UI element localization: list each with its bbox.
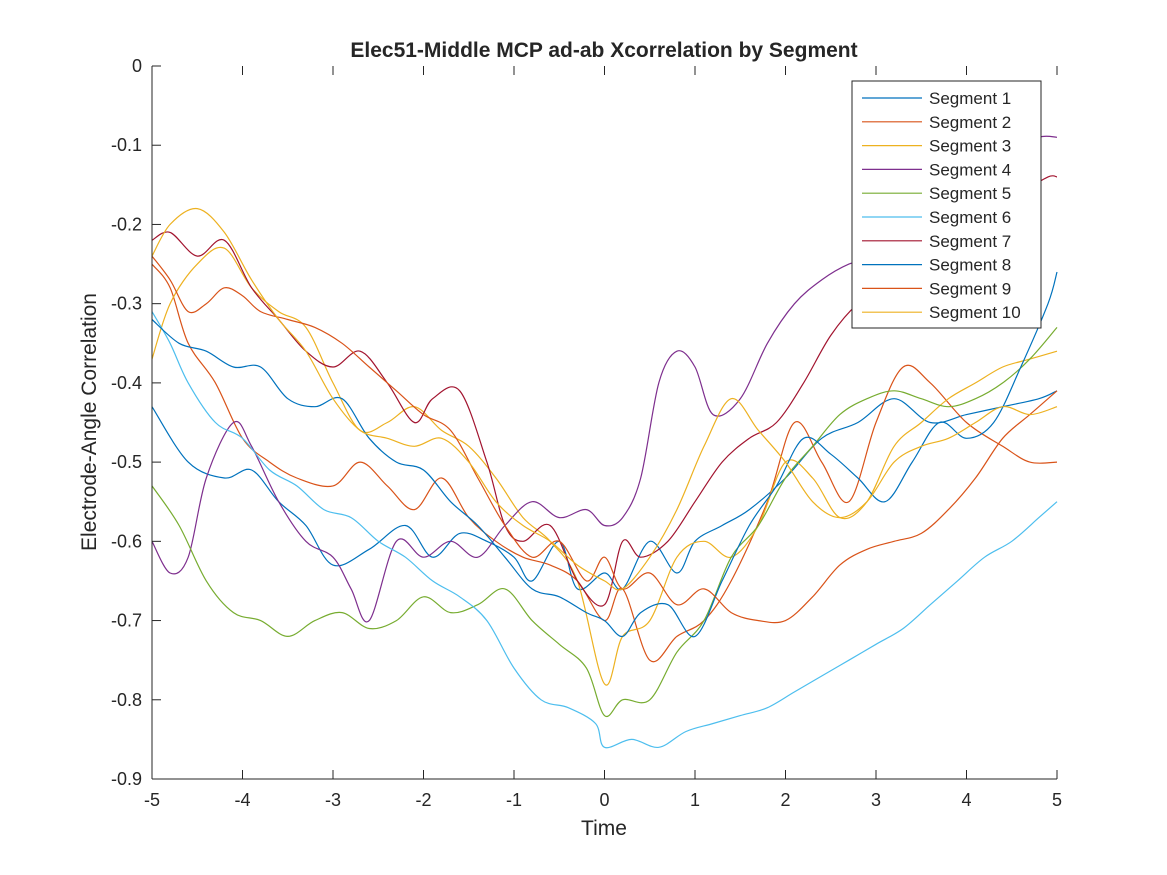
x-tick-label: 4 bbox=[961, 790, 971, 810]
legend-label-4: Segment 4 bbox=[929, 160, 1011, 179]
y-axis-label: Electrode-Angle Correlation bbox=[78, 293, 101, 551]
x-tick-label: -5 bbox=[144, 790, 160, 810]
chart-title: Elec51-Middle MCP ad-ab Xcorrelation by … bbox=[350, 39, 857, 62]
y-tick-label: -0.3 bbox=[111, 294, 142, 314]
series-line-9 bbox=[151, 255, 1058, 624]
series-line-1 bbox=[151, 390, 1058, 591]
x-ticks: -5 -4 -3 -2 -1 0 1 2 3 4 5 bbox=[144, 66, 1062, 810]
x-tick-label: -2 bbox=[415, 790, 431, 810]
x-tick-label: -4 bbox=[234, 790, 250, 810]
y-tick-label: -0.1 bbox=[111, 135, 142, 155]
x-tick-label: 5 bbox=[1052, 790, 1062, 810]
legend-label-5: Segment 5 bbox=[929, 184, 1011, 203]
x-tick-label: -3 bbox=[325, 790, 341, 810]
y-tick-label: -0.7 bbox=[111, 611, 142, 631]
legend-label-10: Segment 10 bbox=[929, 303, 1021, 322]
x-tick-label: 2 bbox=[780, 790, 790, 810]
x-axis-label: Time bbox=[581, 817, 627, 840]
legend: Segment 1 Segment 2 Segment 3 Segment 4 Segm… bbox=[851, 80, 1042, 329]
legend-label-1: Segment 1 bbox=[929, 89, 1011, 108]
y-ticks: 0 -0.1 -0.2 -0.3 -0.4 -0.5 -0.6 -0.7 -0.8 -0.9 bbox=[111, 56, 161, 789]
x-tick-label: 1 bbox=[690, 790, 700, 810]
series-line-6 bbox=[151, 311, 1058, 749]
legend-label-7: Segment 7 bbox=[929, 232, 1011, 251]
y-tick-label: -0.6 bbox=[111, 531, 142, 551]
legend-label-2: Segment 2 bbox=[929, 113, 1011, 132]
series-line-5 bbox=[151, 327, 1058, 718]
x-tick-label: 0 bbox=[599, 790, 609, 810]
legend-label-9: Segment 9 bbox=[929, 279, 1011, 298]
series-line-8 bbox=[151, 271, 1058, 638]
x-tick-label: -1 bbox=[506, 790, 522, 810]
x-tick-label: 3 bbox=[871, 790, 881, 810]
y-tick-label: 0 bbox=[132, 56, 142, 76]
legend-label-8: Segment 8 bbox=[929, 256, 1011, 275]
y-tick-label: -0.8 bbox=[111, 690, 142, 710]
y-tick-label: -0.5 bbox=[111, 452, 142, 472]
series-line-10 bbox=[151, 207, 1058, 591]
y-tick-label: -0.4 bbox=[111, 373, 142, 393]
legend-label-3: Segment 3 bbox=[929, 137, 1011, 156]
y-tick-label: -0.2 bbox=[111, 214, 142, 234]
legend-label-6: Segment 6 bbox=[929, 208, 1011, 227]
y-tick-label: -0.9 bbox=[111, 769, 142, 789]
